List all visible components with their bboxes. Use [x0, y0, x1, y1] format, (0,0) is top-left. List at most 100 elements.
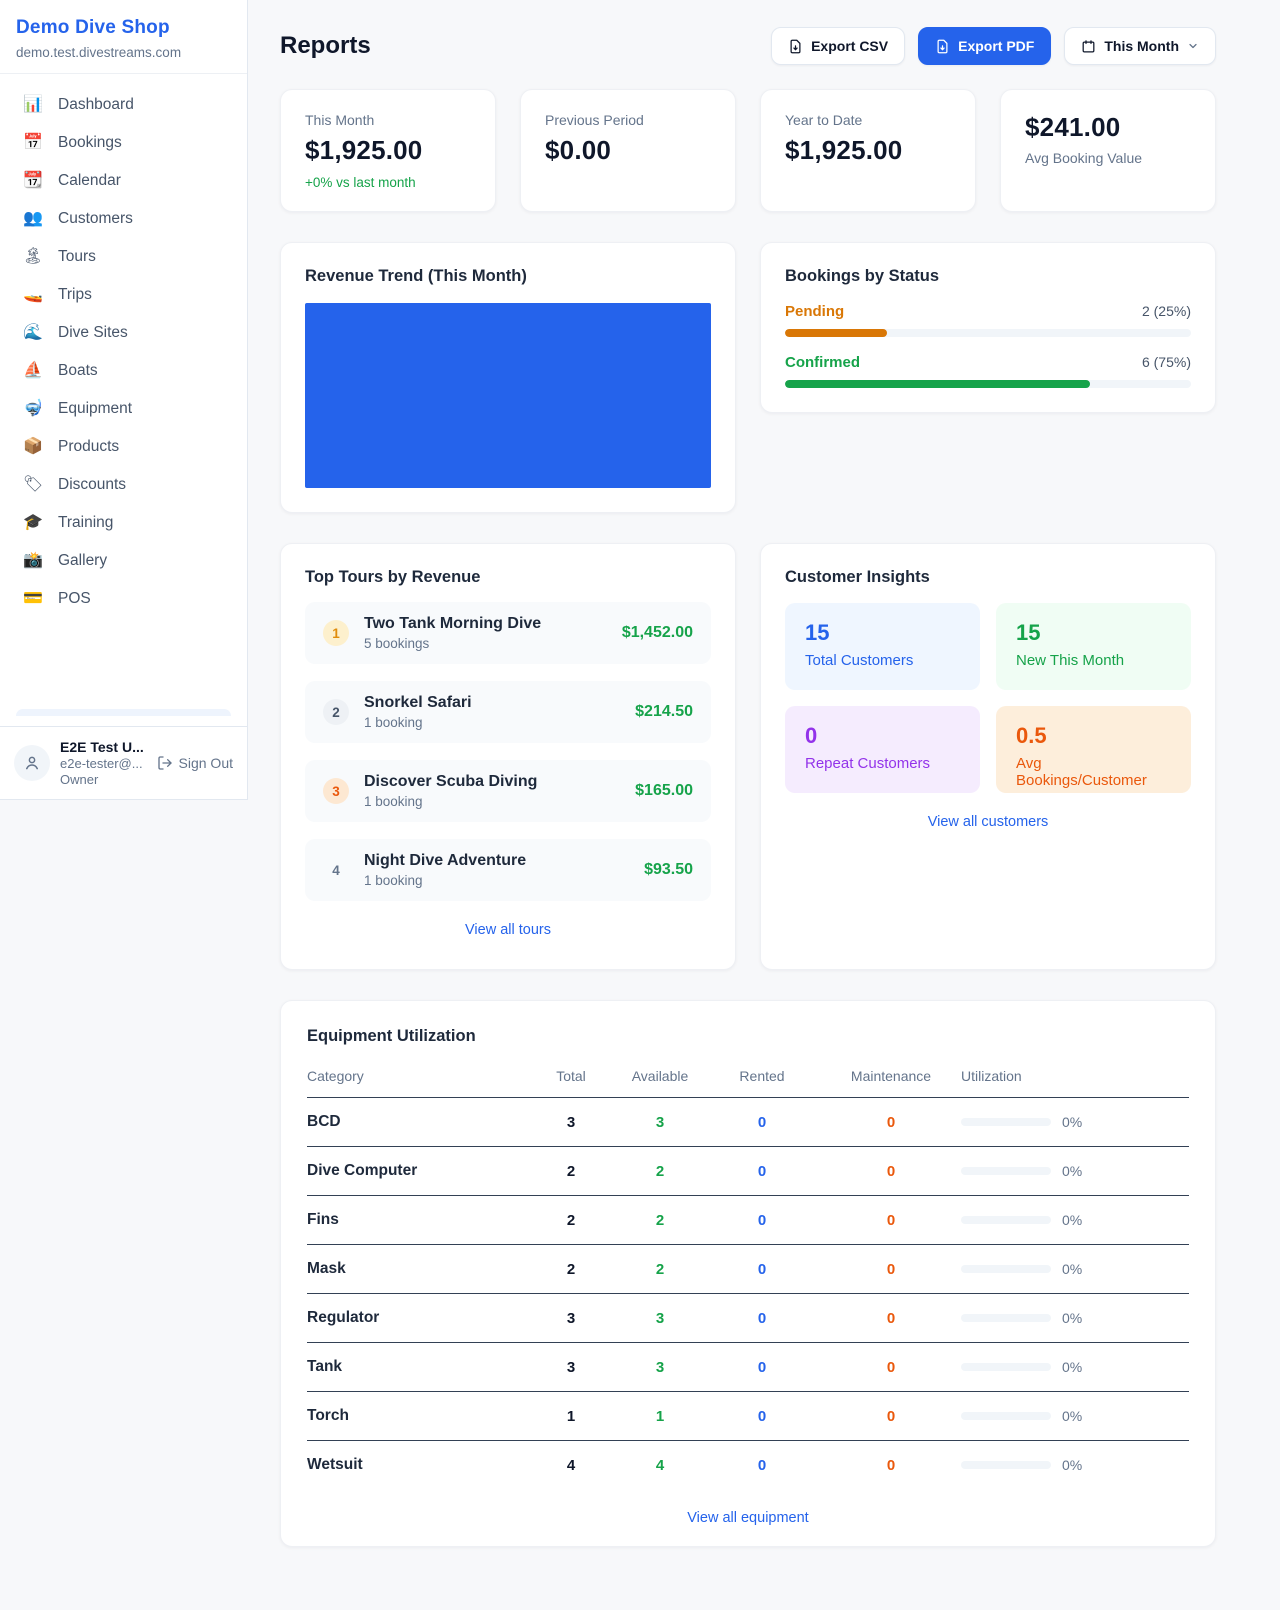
camera-icon: 📸 — [23, 552, 43, 569]
utilization-track — [961, 1412, 1051, 1420]
sidebar-item-trips[interactable]: 🚤 Trips — [8, 276, 239, 314]
user-role: Owner — [60, 772, 99, 787]
chevron-down-icon — [1187, 40, 1199, 52]
stat-label: Avg Booking Value — [1025, 150, 1143, 166]
sidebar-item-pos[interactable]: 💳 POS — [8, 580, 239, 618]
wave-icon: 🌊 — [23, 324, 43, 341]
sidebar-item-customers[interactable]: 👥 Customers — [8, 200, 239, 238]
cell-available: 2 — [655, 1162, 665, 1180]
revenue-trend-title: Revenue Trend (This Month) — [305, 267, 527, 285]
charts-row: Revenue Trend (This Month) Bookings by S… — [280, 242, 1216, 513]
sidebar-item-label: Discounts — [58, 476, 127, 493]
sidebar: Demo Dive Shop demo.test.divestreams.com… — [0, 0, 248, 800]
cell-maintenance: 0 — [886, 1211, 896, 1229]
utilization-track — [961, 1216, 1051, 1224]
export-csv-button[interactable]: Export CSV — [771, 27, 906, 65]
brand-block: Demo Dive Shop demo.test.divestreams.com — [0, 0, 247, 74]
status-label: Pending — [785, 303, 845, 320]
sidebar-item-bookings[interactable]: 📅 Bookings — [8, 124, 239, 162]
sidebar-item-calendar[interactable]: 📆 Calendar — [8, 162, 239, 200]
sidebar-item-training[interactable]: 🎓 Training — [8, 504, 239, 542]
tour-row: 4 Night Dive Adventure 1 booking $93.50 — [305, 839, 711, 901]
cell-rented: 0 — [757, 1358, 767, 1376]
period-dropdown[interactable]: This Month — [1064, 27, 1216, 65]
cell-category: Torch — [307, 1407, 349, 1424]
stat-card-this-month: This Month $1,925.00 +0% vs last month — [280, 89, 496, 212]
table-row: Wetsuit 4 4 0 0 0% — [307, 1441, 1189, 1489]
user-email: e2e-tester@... — [60, 756, 143, 771]
tour-revenue: $93.50 — [644, 861, 693, 878]
tour-row: 1 Two Tank Morning Dive 5 bookings $1,45… — [305, 602, 711, 664]
sidebar-item-active-partial[interactable] — [16, 709, 231, 716]
sidebar-item-gallery[interactable]: 📸 Gallery — [8, 542, 239, 580]
tour-revenue: $165.00 — [635, 782, 693, 799]
cell-utilization: 0% — [961, 1457, 1189, 1473]
sidebar-item-label: Training — [58, 514, 114, 531]
col-available: Available — [631, 1068, 689, 1084]
sidebar-item-label: Products — [58, 438, 120, 455]
sidebar-item-label: Tours — [58, 248, 96, 265]
stat-label: Year to Date — [785, 112, 863, 128]
col-maintenance: Maintenance — [850, 1068, 932, 1084]
sign-out-button[interactable]: Sign Out — [157, 755, 233, 771]
tour-name: Discover Scuba Diving — [364, 773, 538, 790]
sidebar-item-tours[interactable]: 🏝 Tours — [8, 238, 239, 276]
cell-total: 4 — [566, 1456, 576, 1474]
sidebar-item-equipment[interactable]: 🤿 Equipment — [8, 390, 239, 428]
view-all-customers-link[interactable]: View all customers — [927, 814, 1049, 830]
equipment-utilization-card: Equipment Utilization Category Total Ava… — [280, 1000, 1216, 1547]
progress-track — [785, 380, 1191, 388]
insights-row: Top Tours by Revenue 1 Two Tank Morning … — [280, 543, 1216, 970]
stat-card-avg-booking-value: $241.00 Avg Booking Value — [1000, 89, 1216, 212]
label-tag-icon: 🏷 — [22, 476, 44, 493]
sidebar-item-label: Customers — [58, 210, 133, 227]
credit-card-icon: 💳 — [23, 590, 43, 607]
revenue-trend-chart — [305, 303, 711, 488]
tile-label: New This Month — [1016, 652, 1125, 669]
col-total: Total — [556, 1068, 586, 1084]
export-pdf-button[interactable]: Export PDF — [918, 27, 1052, 65]
sidebar-item-dive-sites[interactable]: 🌊 Dive Sites — [8, 314, 239, 352]
status-count: 6 (75%) — [1141, 354, 1191, 370]
cell-rented: 0 — [757, 1309, 767, 1327]
bookings-by-status-card: Bookings by Status Pending 2 (25%) Confi… — [760, 242, 1216, 413]
sidebar-item-label: Dashboard — [58, 96, 134, 113]
header-actions: Export CSV Export PDF This Month — [771, 27, 1216, 65]
bookings-by-status-title: Bookings by Status — [785, 267, 940, 285]
package-icon: 📦 — [23, 438, 43, 455]
utilization-track — [961, 1265, 1051, 1273]
tour-revenue: $214.50 — [635, 703, 693, 720]
sidebar-item-label: POS — [58, 590, 91, 607]
top-tours-card: Top Tours by Revenue 1 Two Tank Morning … — [280, 543, 736, 970]
cell-rented: 0 — [757, 1211, 767, 1229]
view-all-tours-link[interactable]: View all tours — [465, 922, 551, 938]
utilization-label: 0% — [1062, 1359, 1083, 1375]
sidebar-item-boats[interactable]: ⛵ Boats — [8, 352, 239, 390]
speedboat-icon: 🚤 — [23, 286, 43, 303]
island-icon: 🏝 — [22, 248, 44, 265]
tour-row: 3 Discover Scuba Diving 1 booking $165.0… — [305, 760, 711, 822]
export-pdf-label: Export PDF — [958, 38, 1035, 54]
tile-value: 0 — [805, 723, 818, 748]
equipment-utilization-title: Equipment Utilization — [307, 1027, 476, 1045]
cell-available: 3 — [655, 1113, 665, 1131]
sidebar-item-discounts[interactable]: 🏷 Discounts — [8, 466, 239, 504]
cell-category: Wetsuit — [307, 1456, 363, 1473]
cell-category: Mask — [307, 1260, 346, 1277]
tour-bookings: 1 booking — [364, 715, 423, 730]
sidebar-item-label: Gallery — [58, 552, 108, 569]
sailboat-icon: ⛵ — [23, 362, 43, 379]
cell-utilization: 0% — [961, 1310, 1189, 1326]
cell-total: 2 — [566, 1260, 576, 1278]
view-all-equipment-link[interactable]: View all equipment — [687, 1510, 809, 1526]
sign-out-icon — [157, 755, 173, 771]
sidebar-item-dashboard[interactable]: 📊 Dashboard — [8, 86, 239, 124]
tour-bookings: 1 booking — [364, 873, 423, 888]
progress-fill-confirmed — [785, 380, 1090, 388]
sidebar-item-products[interactable]: 📦 Products — [8, 428, 239, 466]
stats-row: This Month $1,925.00 +0% vs last month P… — [280, 89, 1216, 212]
user-name: E2E Test U... — [60, 739, 144, 755]
cell-available: 3 — [655, 1309, 665, 1327]
stat-delta: +0% vs last month — [305, 175, 416, 190]
stat-card-previous-period: Previous Period $0.00 — [520, 89, 736, 212]
